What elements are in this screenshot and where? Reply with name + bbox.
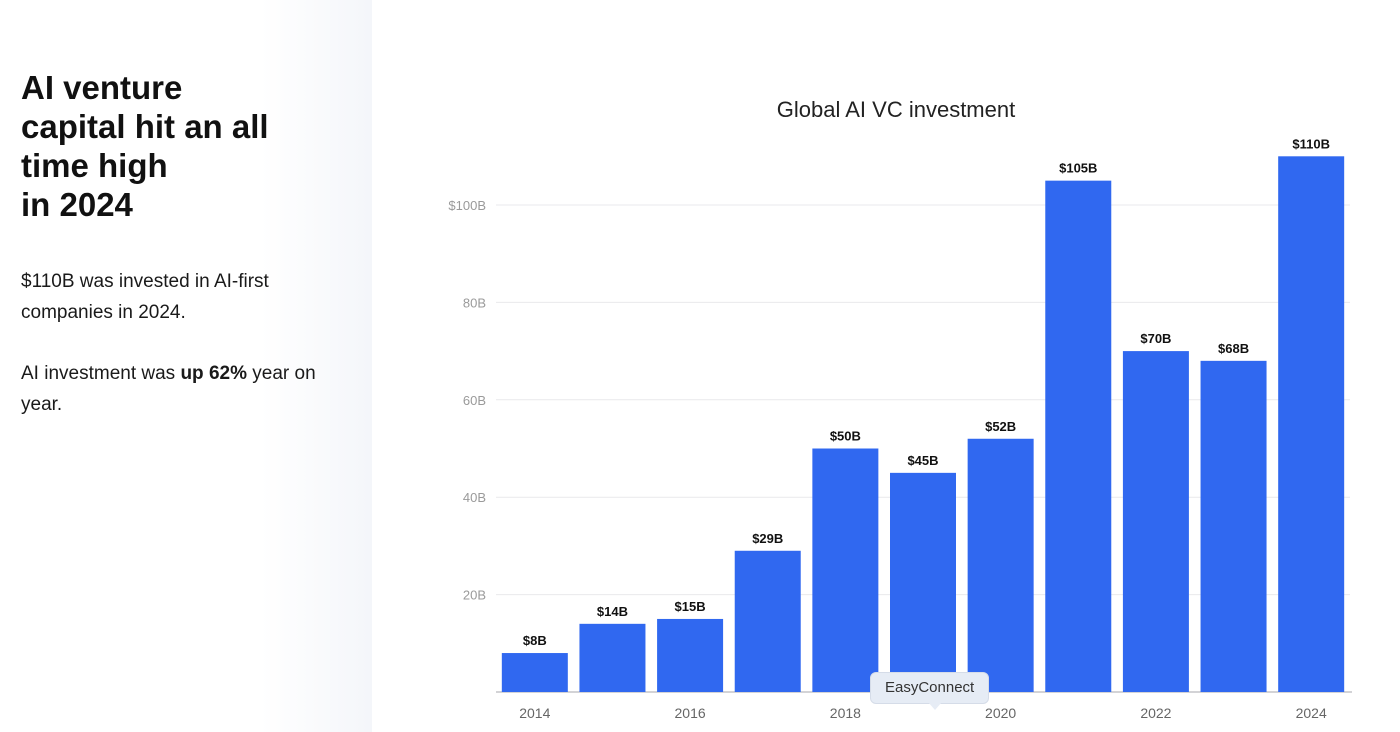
bar-2023 — [1200, 360, 1267, 692]
data-label: $50B — [830, 429, 861, 444]
data-label: $29B — [752, 531, 783, 546]
bar-2015 — [579, 623, 646, 692]
y-tick-label: $100B — [448, 198, 486, 213]
headline-line: in 2024 — [21, 186, 133, 223]
data-label: $45B — [907, 453, 938, 468]
tooltip-pointer — [928, 702, 942, 710]
bar-chart: Global AI VC investment 20B 40B 60B 80B $100… — [448, 97, 1352, 721]
bar-2020 — [967, 438, 1034, 692]
headline-line: time high — [21, 147, 168, 184]
bar-2021 — [1045, 180, 1112, 692]
easyconnect-tooltip: EasyConnect — [870, 672, 990, 704]
data-label: $52B — [985, 419, 1016, 434]
y-tick-label: 20B — [463, 588, 486, 603]
x-tick-label: 2020 — [985, 705, 1016, 721]
data-label: $110B — [1292, 136, 1330, 151]
data-label: $70B — [1140, 331, 1171, 346]
x-tick-label: 2016 — [675, 705, 706, 721]
bar-2016 — [657, 618, 724, 692]
data-label: $15B — [675, 599, 706, 614]
x-tick-label: 2018 — [830, 705, 861, 721]
data-label: $68B — [1218, 341, 1249, 356]
investment-summary: $110B was invested in AI-first companies… — [21, 271, 269, 323]
bar-2024 — [1278, 156, 1345, 693]
growth-suffix: year on year. — [21, 363, 316, 415]
bar-2014 — [501, 653, 568, 692]
growth-highlight: up 62% — [180, 363, 247, 384]
x-tick-label: 2014 — [519, 705, 550, 721]
headline-line: capital hit an all — [21, 108, 269, 145]
data-label: $105B — [1059, 161, 1097, 176]
data-label: $8B — [523, 633, 547, 648]
headline-line: AI venture — [21, 69, 183, 106]
bar-2022 — [1122, 351, 1189, 692]
chart-title: Global AI VC investment — [777, 97, 1015, 122]
bar-2018 — [812, 448, 879, 692]
bar-2019 — [890, 472, 956, 692]
growth-summary: AI investment was up 62% year on year. — [21, 358, 341, 420]
chart-area: Global AI VC investment 20B 40B 60B 80B $100… — [372, 0, 1400, 732]
y-tick-label: 80B — [463, 295, 486, 310]
bar-2017 — [734, 550, 801, 692]
x-tick-label: 2022 — [1140, 705, 1171, 721]
y-tick-label: 60B — [463, 393, 486, 408]
x-tick-label: 2024 — [1296, 705, 1327, 721]
left-text-panel: AI venture capital hit an all time high … — [0, 0, 372, 732]
y-tick-label: 40B — [463, 490, 486, 505]
headline: AI venture capital hit an all time high … — [21, 68, 341, 224]
data-label: $14B — [597, 604, 628, 619]
growth-prefix: AI investment was — [21, 363, 181, 384]
